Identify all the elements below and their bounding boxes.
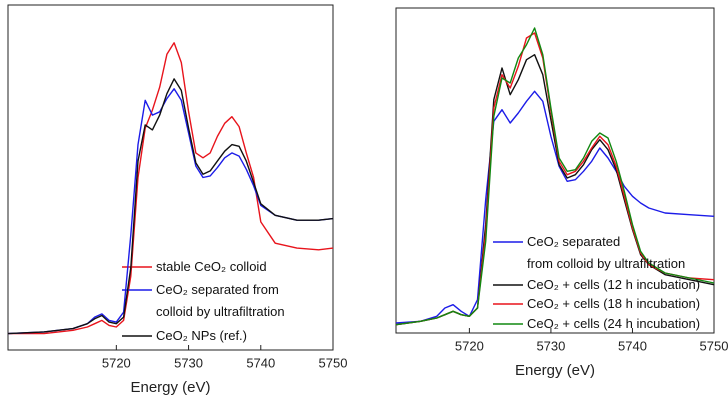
series-line [8,42,334,335]
plot-frame [7,4,334,351]
x-tick-label: 5740 [618,338,647,353]
series-line [7,88,334,335]
x-axis-label: Energy (eV) [515,362,595,379]
series-line [395,90,715,324]
legend-label: CeO₂ + cells (24 h incubation) [527,316,701,331]
x-tick-label: 5730 [174,355,203,370]
x-tick-label: 5730 [536,338,565,353]
x-tick-label: 5750 [319,355,348,370]
legend-label: CeO₂ separated from colloid by ultrafilt… [156,282,285,319]
legend-label: CeO₂ + cells (18 h incubation) [527,296,701,311]
legend-label: CeO₂ separated from colloid by ultrafilt… [527,234,686,271]
x-axis-label: Energy (eV) [130,379,210,396]
legend-label: CeO₂ NPs (ref.) [156,328,247,343]
x-tick-label: 5750 [700,338,728,353]
x-tick-label: 5740 [246,355,275,370]
series-line [395,27,715,326]
plot-frame [395,7,715,334]
legend-label: stable CeO₂ colloid [156,259,267,274]
series-line [7,78,334,335]
legend-label: CeO₂ + cells (12 h incubation) [527,277,701,292]
x-tick-label: 5720 [102,355,131,370]
x-tick-label: 5720 [455,338,484,353]
